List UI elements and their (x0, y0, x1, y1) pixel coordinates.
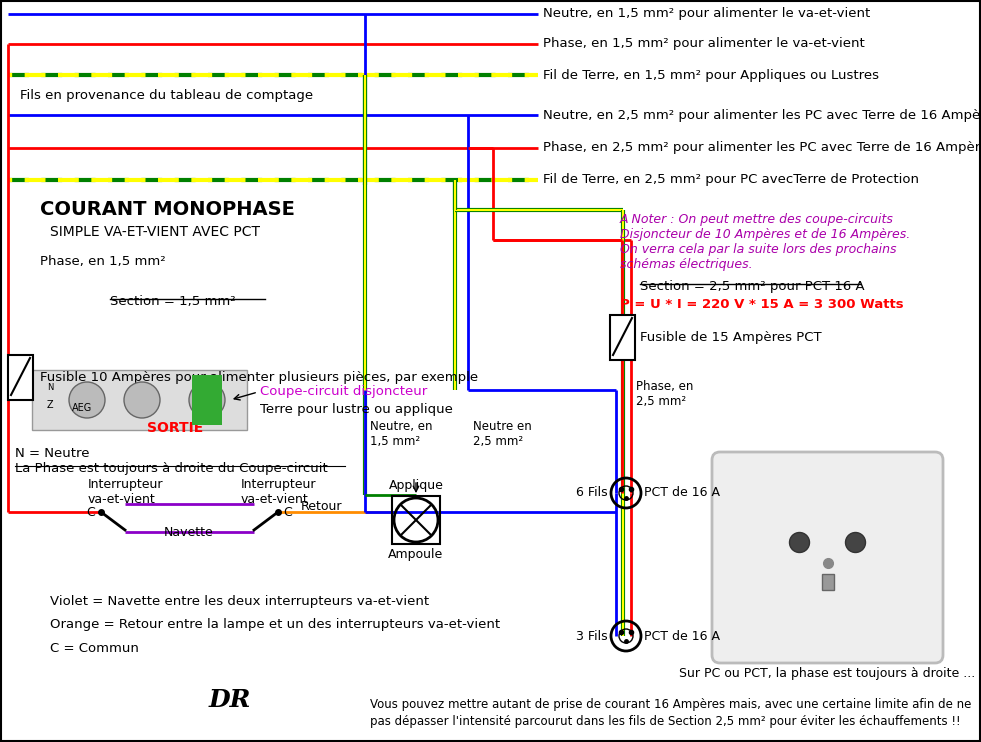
Text: Section = 1,5 mm²: Section = 1,5 mm² (110, 295, 235, 308)
Bar (392, 496, 440, 544)
Text: Phase, en 1,5 mm²: Phase, en 1,5 mm² (40, 255, 166, 268)
Text: AEG: AEG (72, 403, 92, 413)
Text: C = Commun: C = Commun (50, 642, 139, 655)
Text: Navette: Navette (164, 525, 214, 539)
Text: schémas électriques.: schémas électriques. (620, 258, 752, 271)
Text: Ampoule: Ampoule (388, 548, 443, 561)
Text: Interrupteur
va-et-vient: Interrupteur va-et-vient (88, 478, 164, 506)
Text: Phase, en
2,5 mm²: Phase, en 2,5 mm² (636, 380, 694, 408)
Text: 6 Fils: 6 Fils (577, 487, 608, 499)
Text: Violet = Navette entre les deux interrupteurs va-et-vient: Violet = Navette entre les deux interrup… (50, 595, 429, 608)
Text: Applique: Applique (388, 479, 443, 492)
Bar (32, 370, 247, 430)
Bar (8, 355, 33, 400)
Text: A Noter : On peut mettre des coupe-circuits: A Noter : On peut mettre des coupe-circu… (620, 213, 894, 226)
Text: Fusible 10 Ampères pour alimenter plusieurs pièces, par exemple: Fusible 10 Ampères pour alimenter plusie… (40, 370, 478, 384)
Text: Retour: Retour (301, 501, 342, 513)
Text: N: N (47, 384, 53, 393)
Text: PCT de 16 A: PCT de 16 A (644, 487, 720, 499)
Text: COURANT MONOPHASE: COURANT MONOPHASE (40, 200, 295, 219)
Text: Neutre, en 1,5 mm² pour alimenter le va-et-vient: Neutre, en 1,5 mm² pour alimenter le va-… (543, 7, 870, 21)
Text: PCT de 16 A: PCT de 16 A (644, 629, 720, 643)
Text: C: C (284, 505, 292, 519)
Text: La Phase est toujours à droite du Coupe-circuit: La Phase est toujours à droite du Coupe-… (15, 462, 328, 475)
Text: Vous pouvez mettre autant de prise de courant 16 Ampères mais, avec une certaine: Vous pouvez mettre autant de prise de co… (370, 698, 971, 711)
Text: Neutre en
2,5 mm²: Neutre en 2,5 mm² (473, 420, 532, 448)
Text: On verra cela par la suite lors des prochains: On verra cela par la suite lors des proc… (620, 243, 897, 256)
Bar (610, 315, 635, 360)
Text: SORTIE: SORTIE (147, 421, 203, 435)
Text: Fil de Terre, en 1,5 mm² pour Appliques ou Lustres: Fil de Terre, en 1,5 mm² pour Appliques … (543, 68, 879, 82)
Bar (192, 375, 222, 425)
Text: Phase, en 2,5 mm² pour alimenter les PC avec Terre de 16 Ampères: Phase, en 2,5 mm² pour alimenter les PC … (543, 142, 981, 154)
Text: Sur PC ou PCT, la phase est toujours à droite ...: Sur PC ou PCT, la phase est toujours à d… (680, 667, 976, 680)
Text: Interrupteur
va-et-vient: Interrupteur va-et-vient (241, 478, 317, 506)
Text: DR: DR (209, 688, 251, 712)
Text: P = U * I = 220 V * 15 A = 3 300 Watts: P = U * I = 220 V * 15 A = 3 300 Watts (620, 298, 904, 311)
Text: Neutre, en
1,5 mm²: Neutre, en 1,5 mm² (370, 420, 433, 448)
Circle shape (846, 533, 865, 553)
Circle shape (124, 382, 160, 418)
Text: Fil de Terre, en 2,5 mm² pour PC avecTerre de Protection: Fil de Terre, en 2,5 mm² pour PC avecTer… (543, 174, 919, 186)
FancyBboxPatch shape (712, 452, 943, 663)
Text: Orange = Retour entre la lampe et un des interrupteurs va-et-vient: Orange = Retour entre la lampe et un des… (50, 618, 500, 631)
Text: C: C (86, 505, 95, 519)
Circle shape (69, 382, 105, 418)
Text: Disjoncteur de 10 Ampères et de 16 Ampères.: Disjoncteur de 10 Ampères et de 16 Ampèr… (620, 228, 910, 241)
Text: SIMPLE VA-ET-VIENT AVEC PCT: SIMPLE VA-ET-VIENT AVEC PCT (50, 225, 260, 239)
Text: Fusible de 15 Ampères PCT: Fusible de 15 Ampères PCT (640, 330, 822, 344)
Circle shape (189, 382, 225, 418)
Text: Neutre, en 2,5 mm² pour alimenter les PC avec Terre de 16 Ampères: Neutre, en 2,5 mm² pour alimenter les PC… (543, 108, 981, 122)
Bar (821, 574, 834, 589)
Text: Z: Z (47, 400, 53, 410)
Circle shape (790, 533, 809, 553)
Text: Phase, en 1,5 mm² pour alimenter le va-et-vient: Phase, en 1,5 mm² pour alimenter le va-e… (543, 38, 864, 50)
Text: pas dépasser l'intensité parcourut dans les fils de Section 2,5 mm² pour éviter : pas dépasser l'intensité parcourut dans … (370, 715, 960, 728)
Text: Section = 2,5 mm² pour PCT 16 A: Section = 2,5 mm² pour PCT 16 A (640, 280, 864, 293)
Text: Terre pour lustre ou applique: Terre pour lustre ou applique (260, 404, 453, 416)
Text: 3 Fils: 3 Fils (577, 629, 608, 643)
Text: Coupe-circuit disjoncteur: Coupe-circuit disjoncteur (260, 386, 428, 398)
Text: Fils en provenance du tableau de comptage: Fils en provenance du tableau de comptag… (20, 88, 313, 102)
Text: N = Neutre: N = Neutre (15, 447, 89, 460)
